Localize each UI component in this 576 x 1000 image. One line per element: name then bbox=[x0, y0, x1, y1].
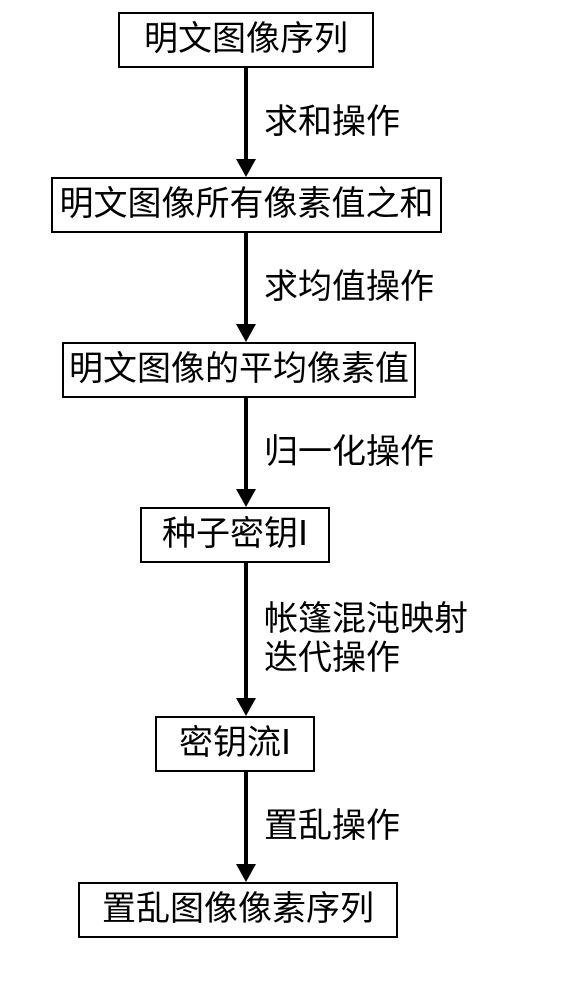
arrow-down-icon bbox=[236, 698, 256, 716]
flow-node-n5: 置乱图像像素序列 bbox=[78, 882, 398, 938]
flow-node-n4: 密钥流Ⅰ bbox=[155, 716, 315, 772]
flow-node-n3: 种子密钥Ⅰ bbox=[140, 507, 330, 563]
flow-node-n1: 明文图像所有像素值之和 bbox=[51, 177, 442, 233]
arrow-down-icon bbox=[236, 159, 256, 177]
flow-node-n2: 明文图像的平均像素值 bbox=[62, 342, 416, 398]
flow-edge-n1-n2 bbox=[244, 233, 248, 326]
flow-edge-n2-n3 bbox=[244, 398, 248, 491]
flow-edge-n0-n1 bbox=[244, 68, 248, 161]
flow-edge-label-1: 求均值操作 bbox=[264, 268, 434, 307]
flow-edge-label-0: 求和操作 bbox=[264, 103, 400, 142]
arrow-down-icon bbox=[236, 864, 256, 882]
flow-edge-label-2: 归一化操作 bbox=[264, 433, 434, 472]
flowchart: 明文图像序列明文图像所有像素值之和明文图像的平均像素值种子密钥Ⅰ 密钥流Ⅰ 置乱图像… bbox=[0, 0, 576, 1000]
flow-edge-label-3: 帐篷混沌映射 迭代操作 bbox=[264, 600, 468, 678]
flow-edge-n4-n5 bbox=[244, 772, 248, 866]
flow-edge-label-4: 置乱操作 bbox=[264, 807, 400, 846]
arrow-down-icon bbox=[236, 489, 256, 507]
flow-edge-n3-n4 bbox=[244, 563, 248, 700]
flow-node-n0: 明文图像序列 bbox=[118, 12, 374, 68]
arrow-down-icon bbox=[236, 324, 256, 342]
